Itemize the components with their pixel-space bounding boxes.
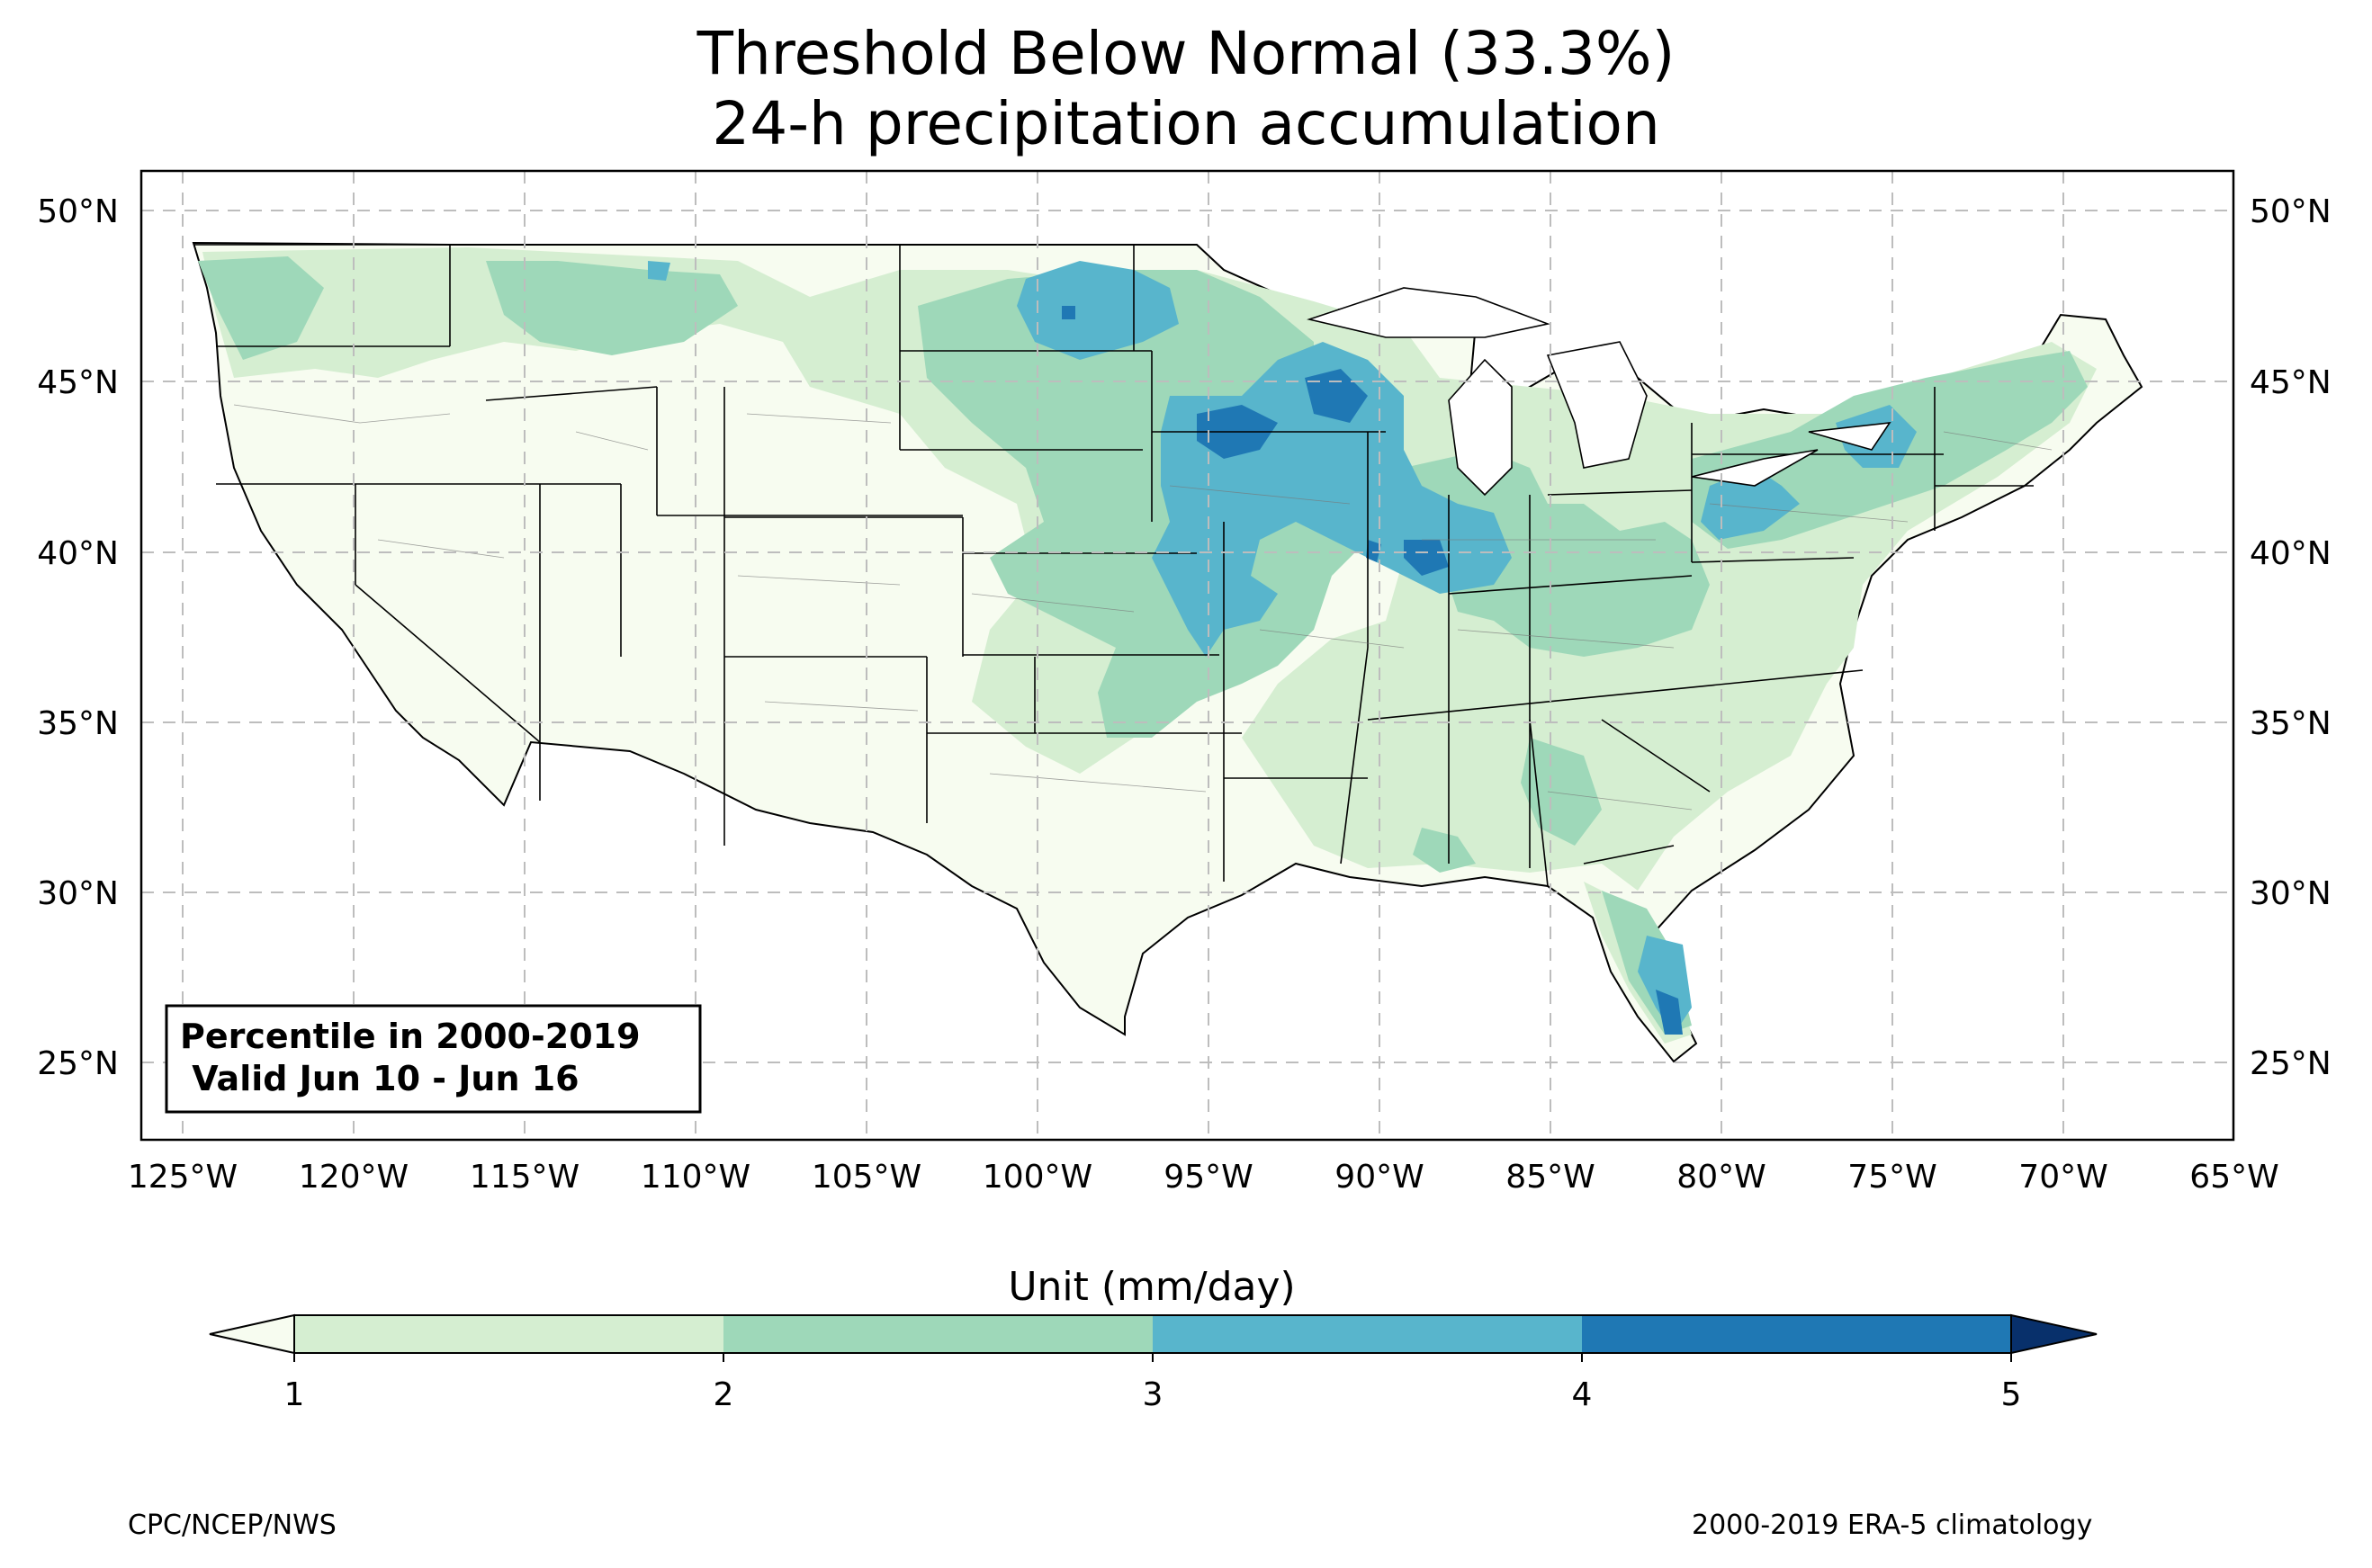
lat-labels-left: 50°N 45°N 40°N 35°N 30°N 25°N xyxy=(37,193,119,1082)
lon-label: 125°W xyxy=(128,1159,238,1196)
colorbar-tick-label: 4 xyxy=(1572,1376,1593,1413)
lat-label: 50°N xyxy=(37,193,119,230)
state-borders xyxy=(193,244,2034,887)
lat-labels-right: 50°N 45°N 40°N 35°N 30°N 25°N xyxy=(2250,193,2332,1082)
lon-label: 85°W xyxy=(1505,1159,1595,1196)
footer-source-credit: CPC/NCEP/NWS xyxy=(128,1510,337,1541)
lat-label: 30°N xyxy=(37,875,119,912)
colorbar-segment xyxy=(1582,1315,2011,1353)
lat-label: 35°N xyxy=(2250,705,2332,742)
lon-label: 100°W xyxy=(983,1159,1092,1196)
colorbar-segment xyxy=(294,1315,723,1353)
colorbar-under-arrow xyxy=(209,1313,295,1355)
colorbar-segment xyxy=(723,1315,1153,1353)
map-frame xyxy=(139,169,2235,1142)
footer-climatology-note: 2000-2019 ERA-5 climatology xyxy=(1692,1510,2093,1541)
lat-label: 40°N xyxy=(2250,535,2332,572)
colorbar-tick-label: 3 xyxy=(1143,1376,1164,1413)
valid-dates-label: Valid Jun 10 - Jun 16 xyxy=(180,1059,580,1098)
great-lakes xyxy=(1307,287,1891,497)
lon-label: 110°W xyxy=(641,1159,750,1196)
percentile-period-label: Percentile in 2000-2019 xyxy=(180,1017,641,1056)
graticule xyxy=(141,171,2233,1140)
lat-label: 50°N xyxy=(2250,193,2332,230)
map-plot-area xyxy=(141,171,2233,1140)
colorbar-over-arrow xyxy=(2010,1313,2098,1355)
lat-label: 25°N xyxy=(37,1045,119,1082)
colorbar: 1 2 3 4 5 xyxy=(209,1313,2098,1413)
lat-label: 45°N xyxy=(37,364,119,401)
county-lines xyxy=(233,404,2053,811)
lat-label: 35°N xyxy=(37,705,119,742)
lon-label: 75°W xyxy=(1847,1159,1936,1196)
lon-label: 120°W xyxy=(299,1159,409,1196)
validity-info-frame xyxy=(165,1004,702,1114)
lon-label: 95°W xyxy=(1164,1159,1253,1196)
colorbar-segment xyxy=(1153,1315,1582,1353)
lon-labels: 125°W 120°W 115°W 110°W 105°W 100°W 95°W… xyxy=(128,1159,2279,1196)
colorbar-tick-label: 5 xyxy=(2001,1376,2022,1413)
lon-label: 90°W xyxy=(1334,1159,1424,1196)
lat-label: 45°N xyxy=(2250,364,2332,401)
lon-label: 70°W xyxy=(2018,1159,2107,1196)
lon-label: 80°W xyxy=(1676,1159,1766,1196)
colorbar-title: Unit (mm/day) xyxy=(1008,1264,1296,1310)
map-title-line2: 24-h precipitation accumulation xyxy=(712,89,1660,158)
lon-label: 115°W xyxy=(470,1159,580,1196)
lon-label: 105°W xyxy=(812,1159,921,1196)
lon-label: 65°W xyxy=(2189,1159,2278,1196)
lat-label: 30°N xyxy=(2250,875,2332,912)
colorbar-tick-label: 1 xyxy=(284,1376,305,1413)
colorbar-tick-label: 2 xyxy=(714,1376,734,1413)
validity-info-box: Percentile in 2000-2019 Valid Jun 10 - J… xyxy=(165,1004,702,1114)
lat-label: 40°N xyxy=(37,535,119,572)
lat-label: 25°N xyxy=(2250,1045,2332,1082)
map-title-line1: Threshold Below Normal (33.3%) xyxy=(696,19,1676,88)
